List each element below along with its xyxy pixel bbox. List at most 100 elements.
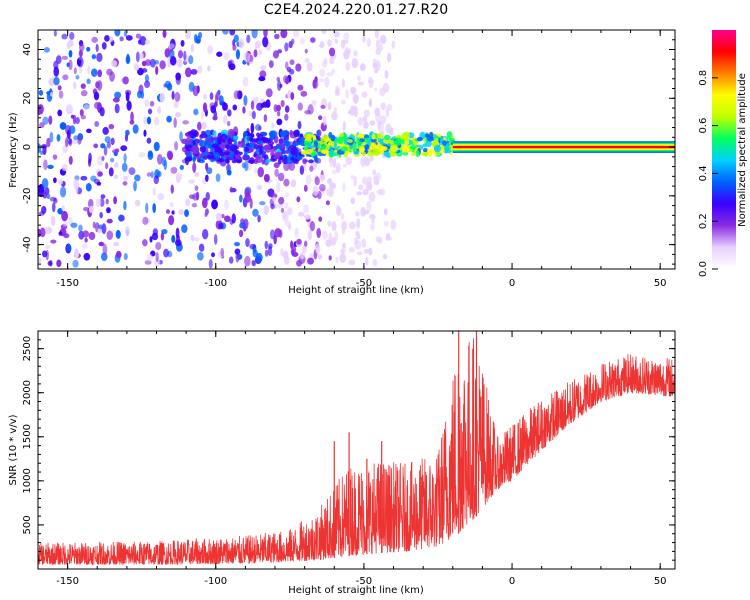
heatmap-cell xyxy=(113,196,117,205)
heatmap-cell xyxy=(174,239,182,247)
heatmap-cell xyxy=(289,59,295,66)
heatmap-cell xyxy=(374,107,381,117)
heatmap-cell xyxy=(345,156,353,166)
heatmap-cell xyxy=(274,168,279,178)
heatmap-cell xyxy=(88,231,96,241)
heatmap-cell xyxy=(354,211,360,217)
heatmap-cell xyxy=(349,144,354,150)
heatmap-cell xyxy=(79,109,84,117)
heatmap-cell xyxy=(126,100,132,111)
heatmap-cell xyxy=(171,210,175,215)
heatmap-cell xyxy=(410,152,416,156)
heatmap-cell xyxy=(226,169,232,176)
heatmap-cell xyxy=(141,68,148,73)
figure-title: C2E4.2024.220.01.27.R20 xyxy=(264,2,448,18)
heatmap-cell xyxy=(181,224,188,233)
colorbar-tick-label: 0.0 xyxy=(698,261,709,277)
heatmap-cell xyxy=(350,86,357,95)
heatmap-cell xyxy=(208,259,213,269)
heatmap-cell xyxy=(229,144,238,152)
heatmap-cell xyxy=(368,98,373,108)
heatmap-cell xyxy=(298,136,306,142)
heatmap-cell xyxy=(190,43,195,53)
heatmap-cell xyxy=(335,256,339,264)
heatmap-cell xyxy=(262,36,269,48)
heatmap-cell xyxy=(97,69,103,78)
heatmap-cell xyxy=(320,41,325,48)
heatmap-cell xyxy=(95,81,100,89)
heatmap-cell xyxy=(124,225,130,237)
heatmap-cell xyxy=(149,236,153,243)
heatmap-cell xyxy=(331,220,337,232)
heatmap-cell xyxy=(306,62,313,72)
heatmap-cell xyxy=(231,213,236,224)
heatmap-cell xyxy=(264,240,269,250)
heatmap-cell xyxy=(242,106,246,114)
heatmap-cell xyxy=(358,184,364,191)
heatmap-cell xyxy=(293,30,300,38)
heatmap-cell xyxy=(382,82,390,93)
heatmap-cell xyxy=(264,137,272,144)
heatmap-cell xyxy=(106,68,113,76)
heatmap-cell xyxy=(229,30,236,36)
heatmap-cell xyxy=(297,84,304,91)
heatmap-cell xyxy=(333,31,340,38)
heatmap-cell xyxy=(67,39,74,48)
heatmap-cell xyxy=(307,257,315,265)
heatmap-cell xyxy=(75,75,80,80)
heatmap-cell xyxy=(75,183,79,194)
heatmap-cell xyxy=(370,142,377,151)
heatmap-cell xyxy=(192,162,197,173)
heatmap-cell xyxy=(41,178,49,189)
heatmap-cell xyxy=(277,49,283,54)
heatmap-cell xyxy=(102,244,108,255)
heatmap-cell xyxy=(356,217,361,229)
heatmap-cell xyxy=(84,237,88,243)
heatmap-cell xyxy=(314,176,320,186)
heatmap-cell xyxy=(86,46,91,52)
snr-line-chart: -150 -100 -50 0 50 500 1000 1500 2000 2500 Heigh… xyxy=(8,330,676,596)
heatmap-cell xyxy=(142,239,148,247)
heatmap-cell xyxy=(50,215,56,226)
heatmap-cell xyxy=(212,115,218,121)
heatmap-cell xyxy=(265,88,273,98)
heatmap-cell xyxy=(198,243,205,252)
heatmap-cell xyxy=(313,140,319,148)
heatmap-cell xyxy=(177,50,184,59)
heatmap-cell xyxy=(433,144,441,153)
heatmap-cell xyxy=(370,223,375,231)
heatmap-cell xyxy=(367,78,374,84)
heatmap-cell xyxy=(248,143,255,148)
heatmap-cell xyxy=(203,94,208,100)
heatmap-cell xyxy=(171,90,175,100)
heatmap-cell xyxy=(372,259,378,267)
heatmap-cell xyxy=(244,191,251,203)
heatmap-cell xyxy=(296,238,302,245)
heatmap-cell xyxy=(381,36,387,45)
heatmap-cell xyxy=(175,227,180,239)
heatmap-cell xyxy=(297,211,305,217)
y-tick-label: 1000 xyxy=(22,468,33,493)
heatmap-cell xyxy=(402,131,410,140)
heatmap-cell xyxy=(220,143,225,150)
heatmap-cell xyxy=(347,109,352,115)
heatmap-cell xyxy=(368,247,373,256)
heatmap-cell xyxy=(141,60,147,67)
heatmap-cell xyxy=(125,91,130,102)
heatmap-cell xyxy=(155,251,159,263)
heatmap-cell xyxy=(387,143,392,147)
heatmap-cell xyxy=(376,133,384,139)
heatmap-cell xyxy=(135,33,142,39)
heatmap-cell xyxy=(114,162,119,168)
heatmap-cell xyxy=(402,151,409,156)
heatmap-cell xyxy=(146,137,152,144)
heatmap-cell xyxy=(320,149,329,154)
y-tick-label: -40 xyxy=(22,236,33,252)
heatmap-cell xyxy=(137,90,142,99)
heatmap-cell xyxy=(166,83,173,91)
heatmap-cell xyxy=(300,90,308,97)
heatmap-cell xyxy=(307,229,313,241)
heatmap-cell xyxy=(205,191,210,201)
heatmap-cell xyxy=(255,252,263,263)
heatmap-cell xyxy=(357,117,363,126)
